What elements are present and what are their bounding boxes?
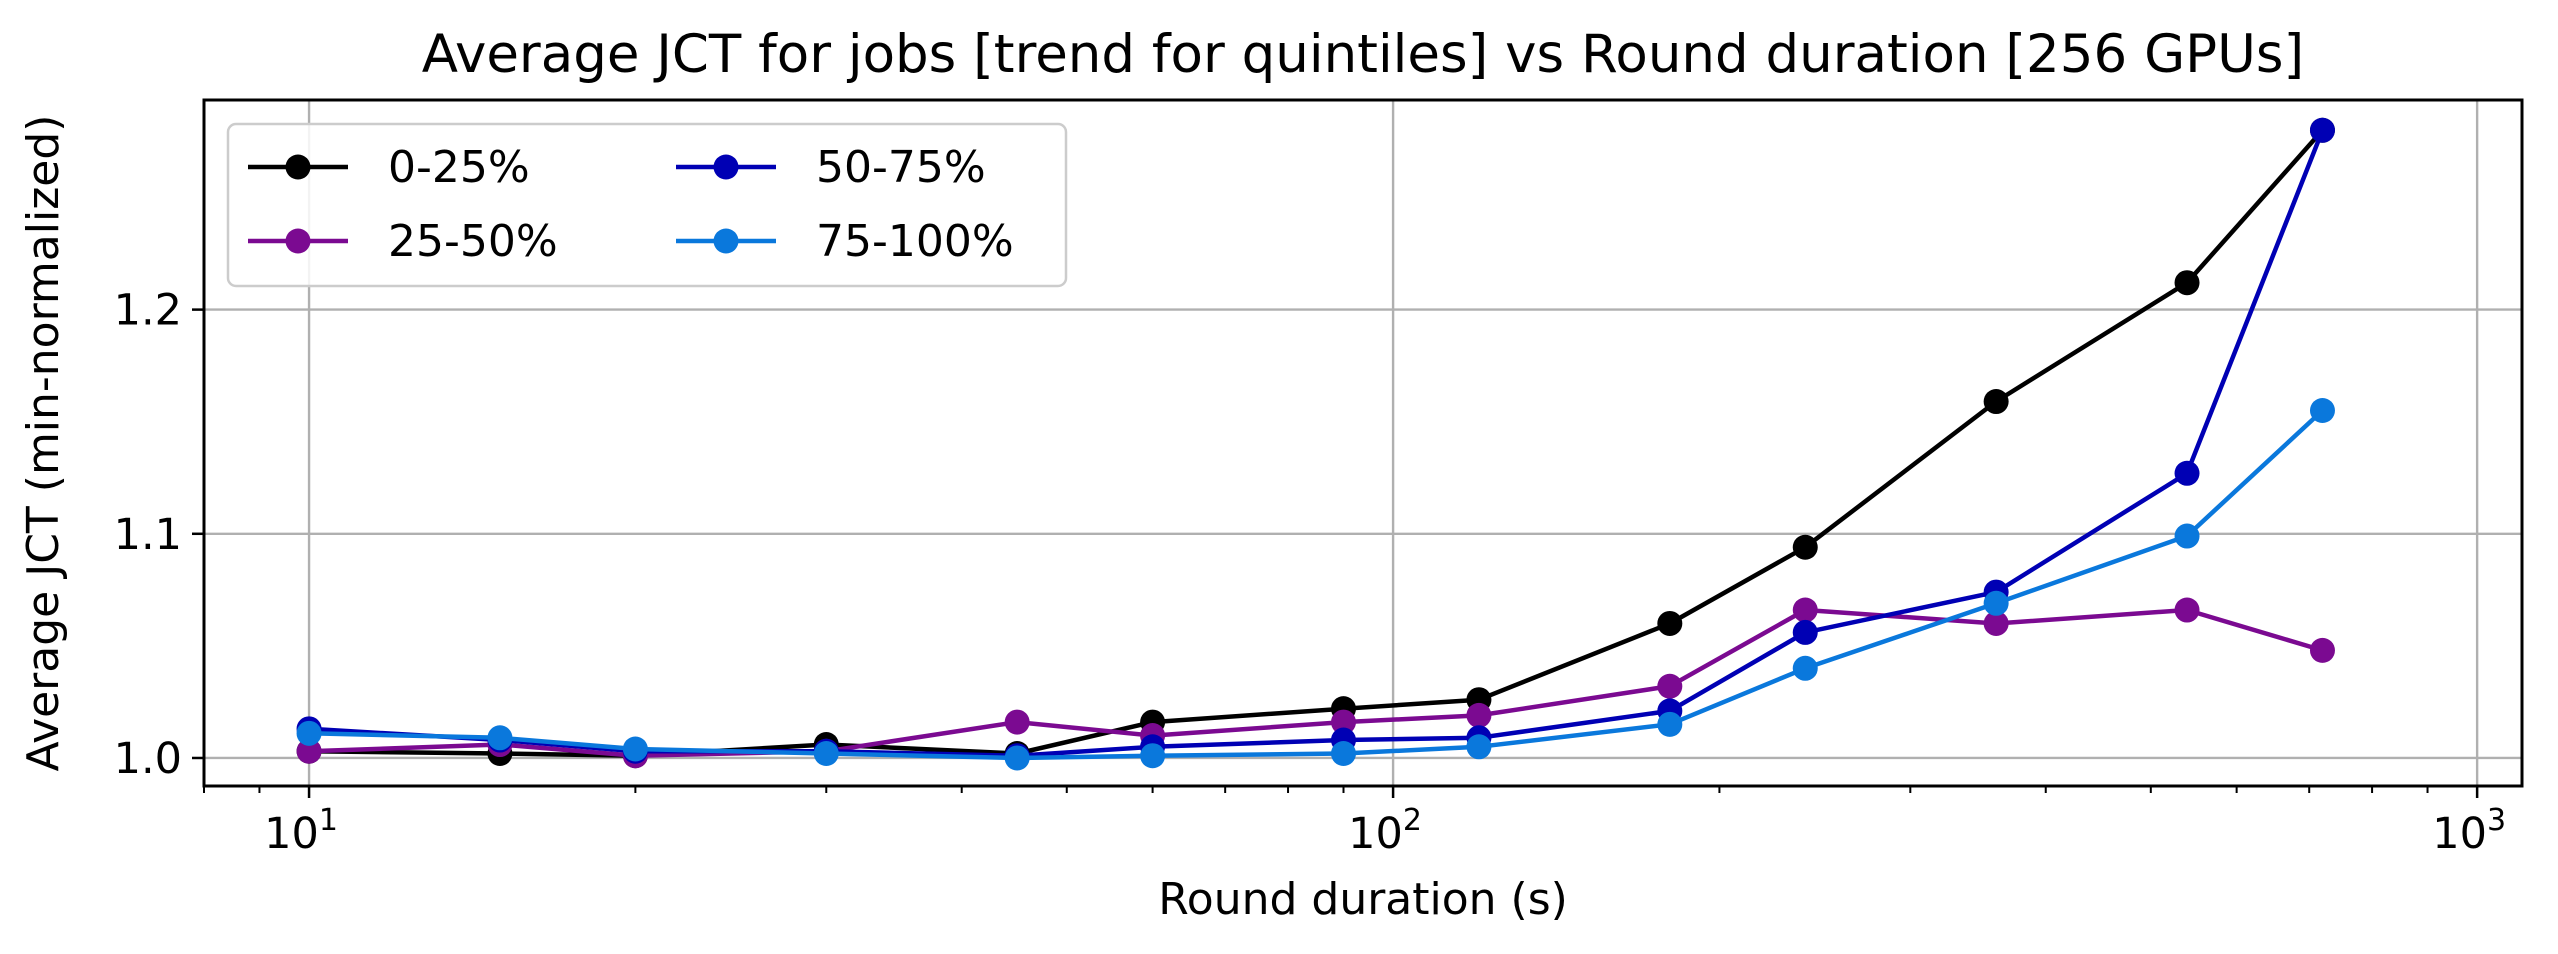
data-point bbox=[813, 740, 839, 766]
chart-title: Average JCT for jobs [trend for quintile… bbox=[422, 24, 2304, 85]
data-point bbox=[1983, 389, 2009, 415]
legend-entry: 25-50% bbox=[248, 216, 558, 267]
legend-entry: 0-25% bbox=[248, 142, 530, 193]
plot-frame bbox=[202, 98, 2524, 788]
y-axis-label: Average JCT (min-normalized) bbox=[18, 115, 69, 772]
legend: 0-25% 25-50% 50-75% 75-100% bbox=[226, 122, 1068, 288]
data-point bbox=[2174, 460, 2200, 486]
legend-label: 50-75% bbox=[816, 142, 986, 193]
data-point bbox=[296, 738, 322, 764]
legend-box bbox=[226, 122, 1068, 288]
data-point bbox=[1657, 610, 1683, 636]
legend-label: 0-25% bbox=[388, 142, 530, 193]
data-point bbox=[1792, 655, 1818, 681]
data-point bbox=[1657, 673, 1683, 699]
legend-marker bbox=[713, 228, 739, 254]
data-point bbox=[1792, 597, 1818, 623]
data-point bbox=[2174, 597, 2200, 623]
y-tick-label: 1.0 bbox=[114, 734, 182, 784]
x-axis-label: Round duration (s) bbox=[1158, 874, 1568, 925]
data-point bbox=[2309, 117, 2335, 143]
data-point bbox=[1004, 709, 1030, 735]
data-point bbox=[1140, 743, 1166, 769]
x-tick-exponent: 1 bbox=[319, 803, 338, 838]
legend-marker bbox=[285, 228, 311, 254]
data-point bbox=[1330, 709, 1356, 735]
x-tick-label: 102 bbox=[1348, 803, 1422, 859]
data-point bbox=[1330, 740, 1356, 766]
x-tick-base: 10 bbox=[2432, 809, 2487, 859]
data-point bbox=[1792, 619, 1818, 645]
x-tick-label: 101 bbox=[264, 803, 338, 859]
legend-entry: 50-75% bbox=[676, 142, 986, 193]
legend-marker bbox=[285, 154, 311, 180]
x-tick-exponent: 3 bbox=[2487, 803, 2506, 838]
y-tick-label: 1.1 bbox=[114, 510, 182, 560]
legend-entry: 75-100% bbox=[676, 216, 1014, 267]
data-point bbox=[622, 736, 648, 762]
data-point bbox=[296, 720, 322, 746]
legend-label: 25-50% bbox=[388, 216, 558, 267]
x-tick-exponent: 2 bbox=[1403, 803, 1422, 838]
data-point bbox=[487, 725, 513, 751]
data-point bbox=[1983, 590, 2009, 616]
data-point bbox=[2174, 270, 2200, 296]
x-tick-base: 10 bbox=[264, 809, 319, 859]
series-group bbox=[296, 117, 2335, 771]
data-point bbox=[1004, 745, 1030, 771]
x-tick-label: 103 bbox=[2432, 803, 2506, 859]
legend-label: 75-100% bbox=[816, 216, 1014, 267]
data-point bbox=[2309, 397, 2335, 423]
series-4 bbox=[296, 397, 2335, 771]
data-point bbox=[1983, 610, 2009, 636]
x-tick-base: 10 bbox=[1348, 809, 1403, 859]
data-point bbox=[1657, 711, 1683, 737]
data-point bbox=[1466, 702, 1492, 728]
data-point bbox=[1792, 534, 1818, 560]
legend-marker bbox=[713, 154, 739, 180]
y-tick-label: 1.2 bbox=[114, 286, 182, 336]
data-point bbox=[2174, 523, 2200, 549]
data-point bbox=[2309, 637, 2335, 663]
data-point bbox=[1466, 734, 1492, 760]
